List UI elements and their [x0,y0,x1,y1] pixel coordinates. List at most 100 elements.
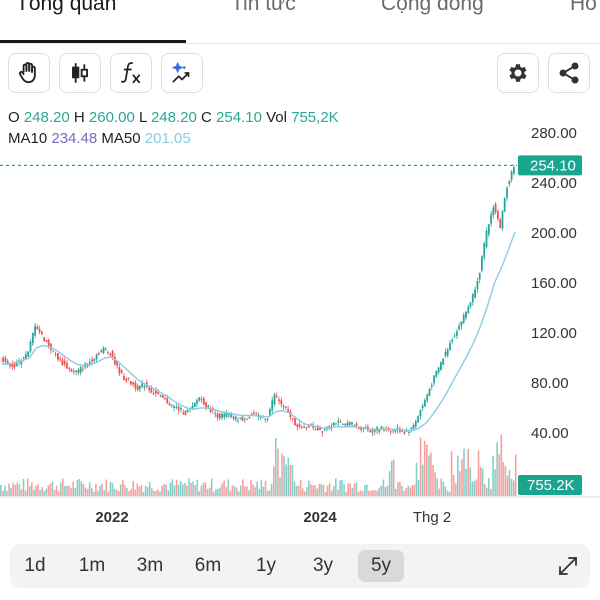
candle-body [481,256,483,271]
volume-bar [144,485,147,496]
expand-icon[interactable] [556,554,580,578]
active-tab-indicator [0,40,186,43]
period-3m[interactable]: 3m [136,555,164,576]
period-1d[interactable]: 1d [24,555,46,576]
volume-bar [357,491,360,496]
volume-bar [136,483,139,496]
candle-body [401,430,403,432]
candle-body [362,427,365,430]
volume-bar [345,491,347,496]
volume-bar [430,452,432,496]
candle-body [237,420,239,422]
candle-body [129,381,132,385]
volume-bar [347,483,349,496]
volume-bar [417,479,420,496]
volume-bar [74,488,76,496]
volume-bar [22,478,25,496]
volume-bar [84,487,87,496]
candle-body [241,416,244,421]
candle-body [351,422,353,425]
volume-bar [146,487,149,496]
volume-bar [351,487,354,496]
volume-bar [235,487,238,496]
ai-analysis-button[interactable] [161,53,203,93]
candle-body [467,306,470,313]
candle-body [218,413,221,419]
tab-news[interactable]: Tin tức [231,0,296,15]
candle-body [412,424,415,429]
price-chart[interactable]: 280.00 240.00 200.00 160.00 120.00 80.00 40.00… [0,0,600,540]
volume-bar [322,485,325,496]
candle-body [419,410,422,417]
volume-bar [51,481,54,496]
volume-bar [246,486,248,496]
volume-bar [72,481,74,496]
volume-bar [473,481,476,496]
tab-community[interactable]: Cộng đồng [381,0,484,15]
candle-body [70,368,73,372]
period-1y[interactable]: 1y [255,555,277,576]
candle-body [66,362,68,369]
candle-body [125,378,128,382]
candle-body [460,321,463,326]
candle-body [11,363,14,368]
candle-body [123,376,125,380]
volume-bar [463,448,465,496]
volume-bar [318,484,321,496]
indicators-button[interactable] [110,53,152,93]
volume-bar [490,489,492,496]
volume-bar [403,491,405,496]
volume-bar [361,491,364,496]
volume-bar [359,490,362,496]
volume-bar [250,480,252,496]
volume-bar [264,480,267,496]
period-5y[interactable]: 5y [358,550,404,582]
volume-bar [134,489,136,496]
candle-body [13,363,16,368]
volume-axis-label: 755.2K [527,477,575,494]
volume-bar [413,484,416,496]
volume-bar [314,485,316,496]
ohlc-legend: O 248.20 H 260.00 L 248.20 C 254.10 Vol … [8,107,339,149]
y-tick-label: 200.00 [531,225,577,242]
candle-body [250,414,253,416]
volume-bar [266,490,269,496]
candle-body [424,400,426,407]
tab-more[interactable]: Ho [570,0,597,15]
volume-bar [148,482,151,496]
candle-body [54,354,57,356]
period-3y[interactable]: 3y [312,555,334,576]
y-tick-label: 80.00 [531,375,569,392]
candle-body [20,361,23,365]
period-6m[interactable]: 6m [194,555,222,576]
volume-bar [179,481,182,496]
candle-body [159,394,162,396]
volume-bar [2,490,4,496]
volume-bar [57,491,60,496]
volume-bar [49,483,52,496]
volume-bar [500,434,503,496]
candle-body [223,413,226,418]
candle-body [501,211,504,229]
candle-body [273,394,276,405]
volume-bar [510,478,513,496]
hand-icon [18,62,36,84]
volume-bar [64,485,66,496]
candle-body [394,430,397,432]
candle-body [483,243,486,258]
chart-type-button[interactable] [59,53,101,93]
crosshair-tool-button[interactable] [8,53,50,93]
volume-bar [223,480,225,496]
volume-bar [33,489,35,496]
volume-bar [279,477,281,496]
candle-body [474,289,476,298]
period-1m[interactable]: 1m [78,555,106,576]
share-button[interactable] [548,53,590,93]
candle-body [72,371,75,372]
settings-button[interactable] [497,53,539,93]
volume-bar [386,485,389,496]
candle-body [184,410,187,415]
tab-overview[interactable]: Tổng quan [16,0,117,15]
candle-body [462,314,465,324]
candle-body [469,302,472,307]
